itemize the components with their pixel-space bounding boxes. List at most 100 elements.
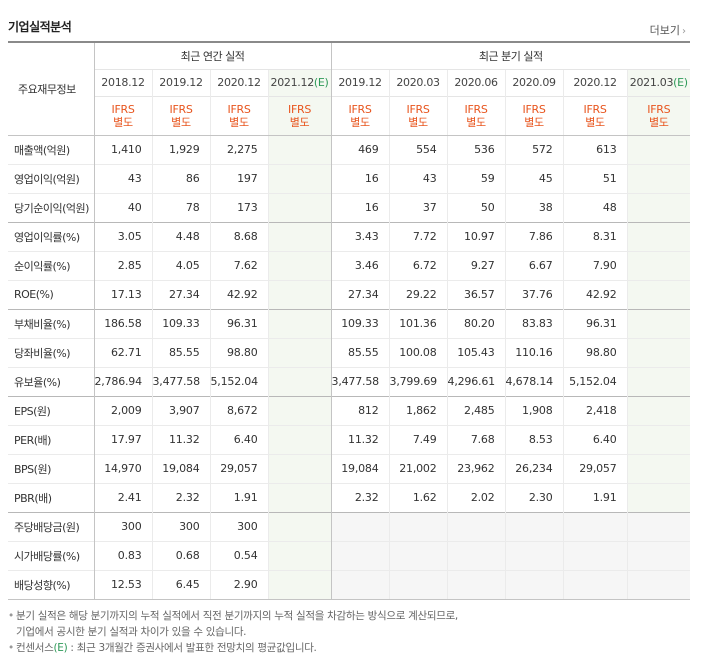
- table-cell: 23,962: [446, 453, 506, 483]
- table-cell: 1,908: [504, 395, 564, 425]
- table-cell: 109.33: [330, 308, 390, 338]
- table-cell: [504, 511, 564, 541]
- table-cell: 17.13: [93, 279, 152, 309]
- table-cell: 4,678.14: [504, 366, 564, 396]
- period-label: 2020.12: [217, 76, 261, 89]
- table-cell: 51: [562, 163, 628, 193]
- table-cell: [267, 337, 332, 367]
- table-cell: 62.71: [93, 337, 152, 367]
- table-row: ROE(%) 17.13 27.34 42.92 27.34 29.22 36.57 37.7…: [8, 279, 691, 309]
- basis-header: IFRS 별도: [504, 95, 564, 136]
- table-cell: [562, 569, 628, 600]
- table-cell: 37.76: [504, 279, 564, 309]
- table-cell: [562, 540, 628, 570]
- table-cell: 3.46: [330, 250, 390, 280]
- period-label: 2018.12: [101, 76, 145, 89]
- table-cell: 2.90: [209, 569, 268, 600]
- table-cell: 36.57: [446, 279, 506, 309]
- footnote-consensus-prefix: 컨센서스: [16, 642, 54, 654]
- table-cell: 27.34: [151, 279, 210, 309]
- basis-header: IFRS 별도: [267, 95, 332, 136]
- table-cell: 5,152.04: [562, 366, 628, 396]
- table-cell: 2.02: [446, 482, 506, 512]
- table-cell: 1.62: [388, 482, 448, 512]
- table-cell: 43: [93, 163, 152, 193]
- financial-table: 주요재무정보 최근 연간 실적 최근 분기 실적 2018.12 2019.12 2…: [8, 41, 691, 600]
- table-cell: 42.92: [209, 279, 268, 309]
- table-cell: [626, 366, 691, 396]
- table-cell: 7.90: [562, 250, 628, 280]
- basis-label: IFRS: [227, 102, 251, 116]
- estimate-marker: (E): [313, 76, 329, 89]
- table-cell: 0.68: [151, 540, 210, 570]
- table-cell: 1,862: [388, 395, 448, 425]
- table-cell: [267, 134, 332, 164]
- basis-label: 별도: [466, 115, 486, 129]
- more-link[interactable]: 더보기 ›: [650, 22, 686, 38]
- table-cell: [626, 308, 691, 338]
- table-cell: 7.49: [388, 424, 448, 454]
- table-cell: 11.32: [330, 424, 390, 454]
- table-cell: 7.72: [388, 221, 448, 251]
- basis-header: IFRS 별도: [562, 95, 628, 136]
- table-cell: [267, 569, 332, 600]
- table-cell: [626, 569, 691, 600]
- table-cell: 536: [446, 134, 506, 164]
- basis-label: IFRS: [647, 102, 671, 116]
- period-label: 2020.06: [454, 76, 498, 89]
- table-cell: [446, 511, 506, 541]
- basis-label: 별도: [229, 115, 249, 129]
- table-cell: 2,009: [93, 395, 152, 425]
- table-cell: 21,002: [388, 453, 448, 483]
- table-cell: 37: [388, 192, 448, 222]
- period-label: 2019.12: [159, 76, 203, 89]
- table-cell: [330, 569, 390, 600]
- table-cell: [626, 482, 691, 512]
- table-cell: 7.62: [209, 250, 268, 280]
- period-label: 2021.12: [270, 76, 315, 89]
- table-cell: 173: [209, 192, 268, 222]
- table-cell: 1.91: [209, 482, 268, 512]
- table-cell: 16: [330, 192, 390, 222]
- table-cell: [446, 569, 506, 600]
- table-cell: 40: [93, 192, 152, 222]
- table-row: BPS(원) 14,970 19,084 29,057 19,084 21,002 23,9…: [8, 453, 691, 483]
- table-cell: 98.80: [209, 337, 268, 367]
- table-cell: 45: [504, 163, 564, 193]
- table-cell: 96.31: [209, 308, 268, 338]
- table-cell: [267, 163, 332, 193]
- table-cell: [330, 511, 390, 541]
- table-cell: 8.68: [209, 221, 268, 251]
- section-title: 기업실적분석: [8, 20, 72, 34]
- bullet-icon: •: [8, 642, 14, 654]
- basis-label: IFRS: [348, 102, 372, 116]
- table-cell: [626, 453, 691, 483]
- table-cell: [267, 511, 332, 541]
- table-cell: 2.85: [93, 250, 152, 280]
- basis-header: IFRS 별도: [151, 95, 210, 136]
- basis-label: IFRS: [288, 102, 312, 116]
- table-cell: 3,477.58: [330, 366, 390, 396]
- table-cell: 2.30: [504, 482, 564, 512]
- table-cell: 572: [504, 134, 564, 164]
- table-cell: 5,152.04: [209, 366, 268, 396]
- table-cell: [388, 569, 448, 600]
- table-cell: 11.32: [151, 424, 210, 454]
- table-cell: 27.34: [330, 279, 390, 309]
- table-cell: 9.27: [446, 250, 506, 280]
- table-cell: 2.32: [330, 482, 390, 512]
- table-cell: 29,057: [562, 453, 628, 483]
- period-header: 2018.12: [93, 68, 152, 96]
- table-cell: 2,786.94: [93, 366, 152, 396]
- table-cell: 613: [562, 134, 628, 164]
- table-row: 시가배당률(%) 0.83 0.68 0.54: [8, 540, 691, 570]
- table-cell: [626, 221, 691, 251]
- table-cell: 3.43: [330, 221, 390, 251]
- table-cell: 2.32: [151, 482, 210, 512]
- table-row: 매출액(억원) 1,410 1,929 2,275 469 554 536 572 613: [8, 134, 691, 164]
- table-cell: 4.05: [151, 250, 210, 280]
- basis-label: 별도: [171, 115, 191, 129]
- period-header: 2021.03(E): [626, 68, 691, 96]
- table-cell: 105.43: [446, 337, 506, 367]
- table-cell: 300: [151, 511, 210, 541]
